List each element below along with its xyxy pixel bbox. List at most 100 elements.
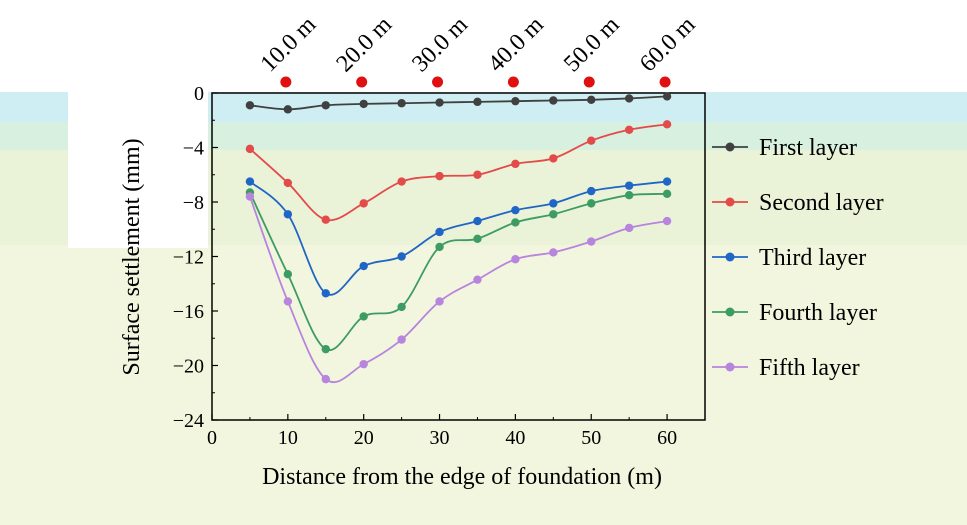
data-point — [245, 101, 255, 110]
data-point — [662, 189, 672, 199]
position-label: 40.0 m — [483, 11, 549, 77]
data-point — [662, 120, 672, 129]
data-point — [245, 177, 255, 186]
legend-label: Second layer — [759, 190, 884, 216]
position-label: 60.0 m — [635, 11, 701, 77]
position-label: 50.0 m — [559, 11, 625, 77]
data-point — [435, 227, 444, 237]
background-layers — [0, 92, 967, 525]
legend-swatch-marker — [725, 307, 735, 317]
data-point — [283, 178, 293, 188]
position-marker — [432, 76, 444, 88]
data-point — [435, 242, 444, 252]
y-tick-label: −4 — [183, 138, 204, 160]
data-point — [321, 374, 330, 384]
x-axis: 0 10 20 30 40 50 60 — [207, 414, 677, 449]
y-tick-label: −8 — [183, 192, 204, 214]
data-point — [511, 218, 520, 227]
data-point — [511, 159, 520, 169]
data-point — [435, 171, 444, 181]
data-point — [245, 192, 255, 201]
data-point — [245, 144, 255, 154]
data-point — [624, 181, 634, 190]
data-point — [359, 359, 368, 369]
data-point — [359, 99, 368, 109]
series-layer — [245, 92, 672, 384]
position-label: 30.0 m — [407, 11, 473, 77]
legend-label: Fifth layer — [759, 355, 860, 381]
data-point — [662, 92, 672, 101]
legend-swatch-marker — [725, 197, 735, 207]
x-axis-title: Distance from the edge of foundation (m) — [262, 464, 662, 490]
data-point — [662, 177, 672, 186]
data-point — [624, 94, 634, 103]
data-point — [473, 216, 482, 226]
y-tick-label: 0 — [194, 83, 204, 105]
position-marker — [583, 76, 595, 88]
data-point — [473, 234, 482, 243]
data-point — [473, 170, 482, 179]
data-point — [473, 97, 482, 107]
x-tick-label: 0 — [207, 427, 217, 449]
position-label: 20.0 m — [332, 11, 398, 77]
legend-swatch-marker — [725, 362, 735, 372]
data-point — [397, 302, 406, 312]
data-point — [321, 215, 330, 224]
data-point — [587, 186, 596, 196]
x-tick-label: 50 — [581, 427, 601, 449]
data-point — [359, 199, 368, 208]
data-point — [549, 154, 558, 163]
position-marker — [507, 76, 519, 88]
data-point — [624, 223, 634, 233]
data-point — [321, 101, 330, 110]
data-point — [624, 190, 634, 200]
data-point — [549, 96, 558, 105]
y-tick-label: −24 — [173, 410, 204, 432]
legend-swatch-marker — [725, 252, 735, 262]
data-point — [397, 252, 406, 261]
data-point — [321, 344, 330, 354]
data-point — [359, 312, 368, 321]
data-point — [587, 237, 596, 246]
y-tick-label: −16 — [173, 301, 204, 323]
position-label: 10.0 m — [256, 11, 322, 77]
position-marker — [280, 76, 292, 88]
data-point — [397, 99, 406, 108]
legend: First layer Second layer Third layer Fourth… — [712, 135, 884, 381]
data-point — [549, 210, 558, 219]
x-tick-label: 30 — [430, 427, 450, 449]
legend-label: Fourth layer — [759, 300, 877, 326]
position-marker — [356, 76, 368, 88]
data-point — [624, 125, 634, 134]
y-axis: 0 −4 −8 −12 −16 −20 −24 — [173, 83, 218, 432]
legend-label: Third layer — [759, 245, 866, 271]
data-point — [587, 199, 596, 208]
data-point — [662, 216, 672, 226]
data-point — [435, 98, 444, 107]
data-point — [473, 275, 482, 284]
measurement-positions: 10.0 m 20.0 m 30.0 m 40.0 m 50.0 m 60.0 m — [256, 11, 701, 88]
legend-swatch-marker — [725, 142, 735, 152]
data-point — [397, 335, 406, 344]
data-point — [359, 261, 368, 271]
data-point — [283, 270, 293, 279]
label-backdrop — [68, 92, 208, 248]
y-tick-label: −12 — [173, 247, 204, 269]
data-point — [397, 177, 406, 186]
data-point — [549, 248, 558, 257]
legend-label: First layer — [759, 135, 857, 161]
data-point — [549, 199, 558, 208]
y-tick-label: −20 — [173, 356, 204, 378]
data-point — [283, 105, 293, 114]
position-marker — [659, 76, 671, 88]
x-tick-label: 40 — [505, 427, 525, 449]
data-point — [587, 95, 596, 105]
x-tick-label: 10 — [278, 427, 298, 449]
data-point — [511, 205, 520, 215]
data-point — [435, 297, 444, 306]
x-tick-label: 60 — [657, 427, 677, 449]
data-point — [321, 289, 330, 298]
x-tick-label: 20 — [354, 427, 374, 449]
data-point — [283, 297, 293, 306]
